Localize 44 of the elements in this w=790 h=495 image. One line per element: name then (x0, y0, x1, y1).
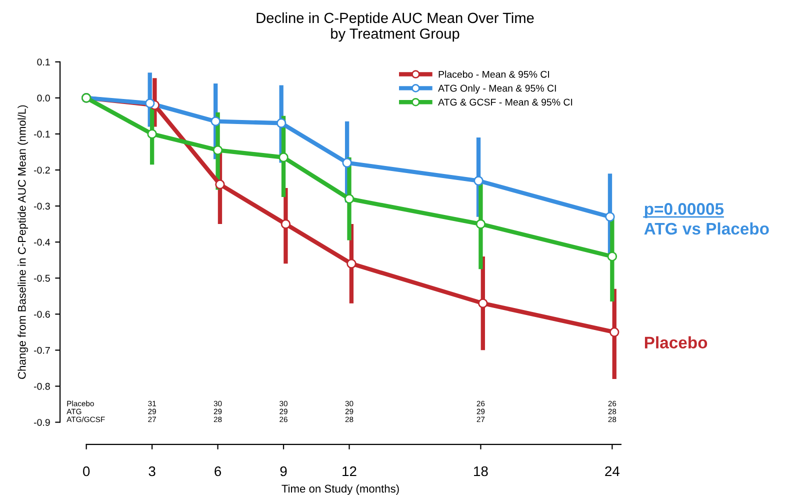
y-tick-label: -0.4 (34, 238, 50, 246)
y-tick-label: -0.3 (34, 202, 50, 210)
point (212, 145, 223, 156)
point (610, 327, 620, 338)
chart-title: Decline in C-Peptide AUC Mean Over Time by Treatment Group (256, 12, 534, 42)
point (215, 180, 225, 190)
point (147, 129, 157, 139)
x-tick-label: 9 (280, 466, 287, 476)
point (210, 116, 220, 126)
x-axis-title: Time on Study (months) (282, 484, 399, 495)
x-tick-label: 3 (148, 466, 156, 476)
point (605, 212, 615, 222)
x-tick-label: 18 (474, 466, 488, 476)
y-tick-label: -0.6 (34, 310, 50, 318)
point (276, 118, 286, 128)
legend-label: ATG Only - Mean & 95% CI (438, 84, 556, 94)
y-axis-title: Change from Baseline in C-Peptide AUC Mean (nmol/L) (18, 105, 28, 379)
point (476, 219, 486, 229)
point (278, 152, 288, 162)
x-tick-label: 24 (605, 466, 620, 476)
y-tick-label: -0.1 (34, 130, 50, 138)
point (607, 252, 618, 262)
y-tick-label: 0.1 (37, 58, 50, 66)
point (344, 194, 354, 204)
point (346, 258, 356, 269)
point (474, 176, 484, 186)
x-tick-label: 0 (83, 466, 90, 476)
legend-label: ATG & GCSF - Mean & 95% CI (438, 98, 572, 106)
point (280, 219, 291, 229)
point (145, 98, 155, 108)
legend-label: Placebo - Mean & 95% CI (438, 70, 550, 78)
y-tick-label: -0.7 (34, 346, 50, 354)
y-tick-label: -0.8 (34, 382, 50, 390)
point (478, 298, 488, 308)
x-tick-label: 12 (342, 466, 356, 476)
y-tick-label: 0.0 (37, 94, 50, 102)
y-tick-label: -0.5 (34, 274, 50, 282)
y-tick-label: -0.2 (34, 166, 50, 174)
text: ATG vs Placebo (644, 222, 769, 235)
text: Placebo (644, 336, 708, 348)
point (342, 158, 352, 168)
text: p=0.00005 (644, 203, 724, 218)
y-tick-label: -0.9 (34, 418, 50, 426)
x-tick-label: 6 (214, 466, 222, 476)
